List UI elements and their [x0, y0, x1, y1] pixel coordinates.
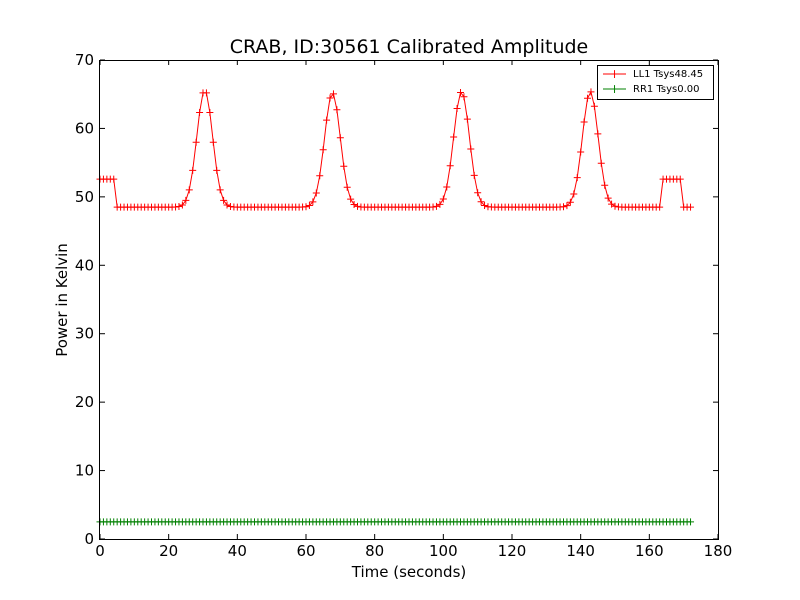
- y-tick-label: 40: [75, 256, 94, 274]
- data-point: [309, 198, 317, 206]
- legend-marker-rr1: +: [609, 82, 619, 96]
- data-point: [340, 162, 348, 170]
- data-point: [220, 196, 228, 204]
- y-tick-label: 10: [75, 462, 94, 480]
- data-point: [611, 202, 619, 210]
- x-tick-label: 60: [296, 542, 315, 560]
- y-tick-label: 70: [75, 51, 94, 69]
- data-point: [446, 162, 454, 170]
- data-point: [323, 116, 331, 124]
- series-layer: [96, 88, 695, 526]
- chart-title: CRAB, ID:30561 Calibrated Amplitude: [230, 36, 589, 58]
- legend-marker-ll1: +: [609, 67, 619, 81]
- series-1: [96, 518, 695, 526]
- data-point: [687, 203, 695, 211]
- data-point: [443, 183, 451, 191]
- data-point: [470, 171, 478, 179]
- data-point: [343, 183, 351, 191]
- data-point: [436, 200, 444, 208]
- data-point: [590, 102, 598, 110]
- data-point: [460, 93, 468, 101]
- data-point: [450, 133, 458, 141]
- data-point: [350, 200, 358, 208]
- data-point: [457, 88, 464, 96]
- y-tick-label: 50: [75, 188, 94, 206]
- y-axis-label: Power in Kelvin: [53, 243, 71, 357]
- data-point: [110, 175, 118, 183]
- data-point: [326, 94, 334, 102]
- x-tick-label: 180: [704, 542, 733, 560]
- y-tick-label: 0: [84, 530, 94, 548]
- x-tick-label: 40: [228, 542, 247, 560]
- data-point: [333, 106, 341, 114]
- x-tick-label: 140: [566, 542, 595, 560]
- data-point: [302, 203, 310, 211]
- y-tick-label: 30: [75, 325, 94, 343]
- data-point: [319, 146, 327, 154]
- data-point: [594, 130, 602, 138]
- ticks-layer: 0 20 40 60 80 100 120 140 160 180 0 10 20 30 40 50 60 70: [75, 51, 732, 560]
- series-0: [96, 88, 695, 211]
- data-point: [329, 90, 337, 98]
- data-point: [580, 118, 588, 126]
- data-point: [192, 138, 200, 146]
- data-point: [481, 201, 489, 209]
- x-tick-label: 160: [635, 542, 664, 560]
- data-point: [312, 189, 320, 197]
- data-point: [354, 202, 361, 210]
- data-point: [213, 166, 221, 174]
- x-tick-label: 80: [365, 542, 384, 560]
- data-point: [570, 190, 578, 198]
- data-point: [209, 138, 217, 146]
- x-tick-label: 120: [498, 542, 527, 560]
- data-point: [316, 172, 324, 180]
- data-point: [560, 203, 567, 211]
- data-point: [175, 203, 183, 211]
- data-point: [463, 115, 471, 123]
- data-point: [597, 159, 605, 167]
- data-point: [216, 186, 224, 194]
- data-point: [573, 174, 581, 182]
- x-axis-label: Time (seconds): [351, 563, 467, 581]
- data-point: [196, 109, 204, 117]
- data-point: [587, 88, 595, 96]
- data-point: [202, 89, 210, 97]
- data-point: [577, 148, 585, 156]
- x-tick-label: 100: [429, 542, 458, 560]
- data-point: [182, 196, 190, 204]
- data-point: [474, 189, 482, 197]
- data-point: [477, 198, 485, 206]
- data-point: [676, 175, 684, 183]
- data-point: [584, 94, 592, 102]
- legend-label-ll1: LL1 Tsys48.45: [633, 69, 703, 80]
- data-point: [601, 181, 609, 189]
- x-tick-label: 0: [95, 542, 105, 560]
- data-point: [453, 105, 461, 113]
- data-point: [336, 134, 344, 142]
- data-point: [656, 203, 664, 211]
- data-point: [563, 202, 571, 210]
- data-point: [223, 201, 231, 209]
- data-point: [347, 195, 355, 203]
- x-tick-label: 20: [159, 542, 178, 560]
- y-tick-label: 60: [75, 119, 94, 137]
- data-point: [467, 145, 475, 153]
- data-point: [305, 201, 313, 209]
- legend-box: [597, 65, 714, 100]
- data-point: [604, 194, 612, 202]
- plot-frame: [99, 60, 719, 540]
- data-point: [185, 186, 193, 194]
- legend-label-rr1: RR1 Tsys0.00: [633, 84, 700, 95]
- data-point: [189, 166, 197, 174]
- data-point: [429, 203, 437, 211]
- data-point: [178, 201, 186, 209]
- legend: + LL1 Tsys48.45 + RR1 Tsys0.00: [597, 65, 714, 100]
- data-point: [206, 109, 214, 117]
- data-point: [687, 518, 695, 526]
- data-point: [566, 198, 574, 206]
- y-tick-label: 20: [75, 393, 94, 411]
- data-point: [439, 195, 447, 203]
